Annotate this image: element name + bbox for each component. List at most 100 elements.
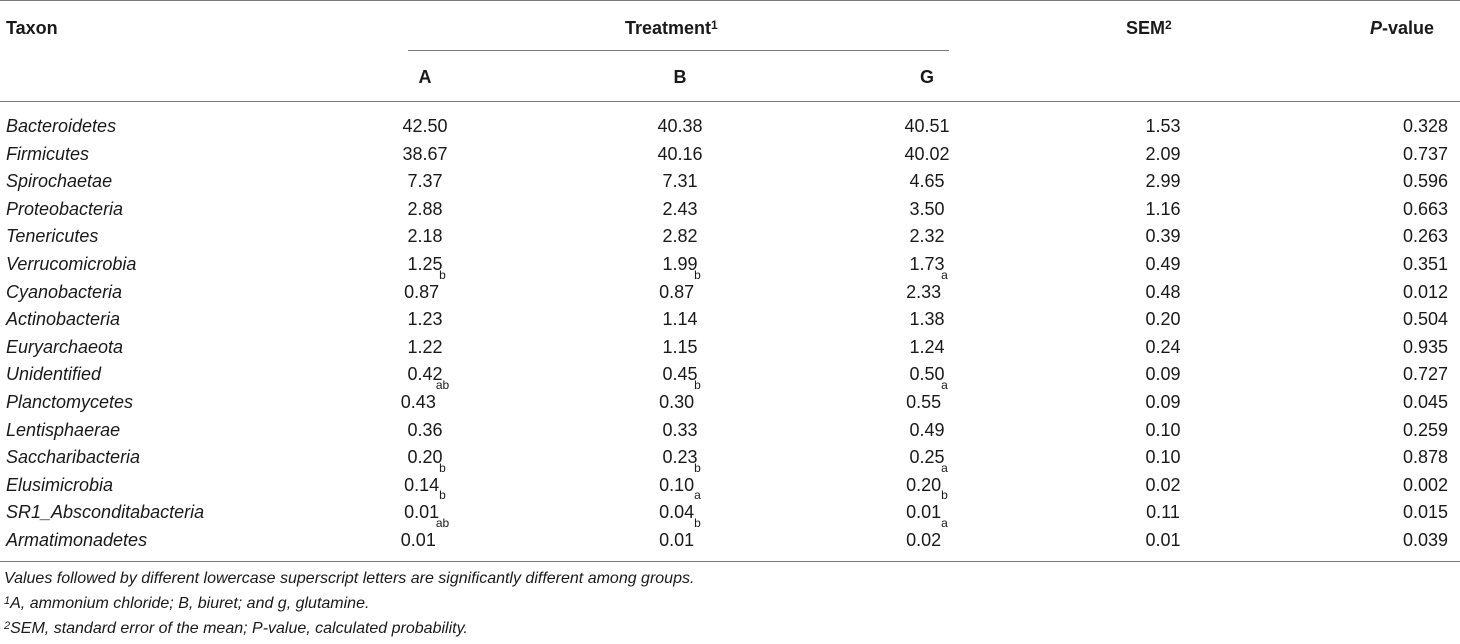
sem-cell-value: 0.01 (1145, 530, 1181, 550)
taxon-cell-value: SR1_Absconditabacteria (6, 502, 205, 522)
table-row: Lentisphaerae 0.36 0.33 0.49 0.10 0.259 (0, 416, 1460, 444)
value-a-cell: 2.18 (400, 222, 450, 250)
value-g-cell: 0.25 (902, 443, 952, 471)
value-g-cell-value: 0.25 (909, 447, 945, 467)
taxon-cell: Firmicutes (6, 140, 89, 168)
value-g-cell: 4.65 (902, 167, 952, 195)
value-a-cell: 0.43ab (400, 379, 450, 416)
pvalue-cell-value: 0.012 (1402, 282, 1448, 302)
taxon-cell: Armatimonadetes (6, 526, 147, 554)
sem-cell-value: 0.20 (1145, 309, 1181, 329)
value-a-cell-superscript: b (439, 488, 446, 502)
value-b-cell: 1.15 (655, 333, 705, 361)
pvalue-cell-value: 0.039 (1402, 530, 1448, 550)
sem-cell: 0.20 (1138, 305, 1188, 333)
header-pvalue-rest: -value (1382, 18, 1435, 38)
sem-cell-value: 2.99 (1145, 171, 1181, 191)
pvalue-cell: 0.663 (1340, 195, 1448, 223)
value-b-cell: 0.87b (655, 269, 705, 306)
table-row: Elusimicrobia 0.14b 0.10b 0.20a 0.02 0.002 (0, 462, 1460, 499)
value-b-cell-value: 0.04 (659, 502, 695, 522)
value-a-cell-value: 1.22 (407, 337, 443, 357)
table-row: Armatimonadetes 0.01ab 0.01b 0.02a 0.01 0.039 (0, 517, 1460, 554)
value-g-cell-value: 0.55 (906, 392, 942, 412)
pvalue-cell: 0.596 (1340, 167, 1448, 195)
value-a-cell-value: 2.88 (407, 199, 443, 219)
value-b-cell: 0.30b (655, 379, 705, 416)
header-col-a: A (418, 67, 432, 87)
taxon-cell: Euryarchaeota (6, 333, 123, 361)
header-sem: SEM2 (1126, 17, 1172, 39)
value-b-cell: 0.33 (655, 416, 705, 444)
value-a-cell: 2.88 (400, 195, 450, 223)
value-b-cell-superscript: a (694, 488, 701, 502)
taxon-cell-value: Lentisphaerae (6, 420, 121, 440)
value-a-cell-value: 2.18 (407, 226, 443, 246)
table-row: Verrucomicrobia 1.25 1.99 1.73 0.49 0.351 (0, 250, 1460, 278)
value-g-cell-value: 2.33 (906, 282, 942, 302)
value-a-cell-value: 0.20 (407, 447, 443, 467)
value-g-cell-superscript: b (941, 488, 948, 502)
value-a-cell: 7.37 (400, 167, 450, 195)
value-a-cell: 0.87b (400, 269, 450, 306)
value-a-cell: 1.23 (400, 305, 450, 333)
pvalue-cell-value: 0.259 (1402, 420, 1448, 440)
pvalue-cell: 0.015 (1340, 498, 1448, 526)
pvalue-cell-value: 0.045 (1402, 392, 1448, 412)
sem-cell-value: 0.09 (1145, 364, 1181, 384)
value-g-cell: 1.24 (902, 333, 952, 361)
value-g-cell: 0.50 (902, 360, 952, 388)
footnote-sem: 2SEM, standard error of the mean; P-valu… (4, 619, 468, 639)
value-g-cell-value: 3.50 (909, 199, 945, 219)
value-a-cell-superscript: b (439, 461, 446, 475)
value-b-cell: 1.14 (655, 305, 705, 333)
value-b-cell-value: 2.43 (662, 199, 698, 219)
taxon-cell: Tenericutes (6, 222, 98, 250)
value-g-cell-value: 0.50 (909, 364, 945, 384)
value-b-cell-value: 0.45 (662, 364, 698, 384)
pvalue-cell: 0.045 (1340, 388, 1448, 416)
sem-cell-value: 0.10 (1145, 447, 1181, 467)
taxon-cell-value: Tenericutes (6, 226, 99, 246)
pvalue-cell-value: 0.328 (1402, 116, 1448, 136)
pvalue-cell-value: 0.351 (1402, 254, 1448, 274)
value-g-cell: 40.51 (902, 112, 952, 140)
value-g-cell-superscript: a (941, 516, 948, 530)
value-g-cell-value: 1.38 (909, 309, 945, 329)
table-row: Unidentified 0.42 0.45 0.50 0.09 0.727 (0, 360, 1460, 388)
value-g-cell: 0.20a (902, 462, 952, 499)
value-a-cell: 0.36 (400, 416, 450, 444)
value-g-cell: 2.32 (902, 222, 952, 250)
sem-cell: 1.53 (1138, 112, 1188, 140)
value-b-cell: 40.16 (655, 140, 705, 168)
value-b-cell: 0.01b (655, 517, 705, 554)
taxon-cell-value: Elusimicrobia (6, 475, 114, 495)
sem-cell: 0.01 (1138, 526, 1188, 554)
value-b-cell: 0.10b (655, 462, 705, 499)
value-b-cell: 0.04a (655, 489, 705, 526)
footnote-sem-text: SEM, standard error of the mean; P-value… (10, 620, 468, 637)
header-pvalue: P-value (1370, 17, 1434, 39)
value-a-cell-value: 0.01 (400, 530, 436, 550)
header-pvalue-italic: P (1370, 18, 1383, 38)
value-b-cell: 2.82 (655, 222, 705, 250)
value-g-cell: 40.02 (902, 140, 952, 168)
value-g-cell-value: 0.49 (909, 420, 945, 440)
value-a-cell: 0.14b (400, 462, 450, 499)
table-row: Euryarchaeota 1.22 1.15 1.24 0.24 0.935 (0, 333, 1460, 361)
value-b-cell-value: 0.33 (662, 420, 698, 440)
sem-cell: 0.09 (1138, 388, 1188, 416)
pvalue-cell-value: 0.727 (1402, 364, 1448, 384)
value-g-cell: 0.55a (902, 379, 952, 416)
sem-cell-value: 0.11 (1146, 502, 1180, 522)
pvalue-cell-value: 0.015 (1402, 502, 1448, 522)
header-treatment-sup: 1 (711, 18, 718, 32)
sem-cell: 2.99 (1138, 167, 1188, 195)
pvalue-cell-value: 0.935 (1402, 337, 1448, 357)
taxon-cell-value: Verrucomicrobia (6, 254, 137, 274)
value-g-cell: 0.02a (902, 517, 952, 554)
value-b-cell-value: 0.01 (659, 530, 695, 550)
value-a-cell: 0.20 (400, 443, 450, 471)
value-g-cell-superscript: a (941, 378, 948, 392)
footnote-treatments: 1A, ammonium chloride; B, biuret; and g,… (4, 594, 369, 614)
